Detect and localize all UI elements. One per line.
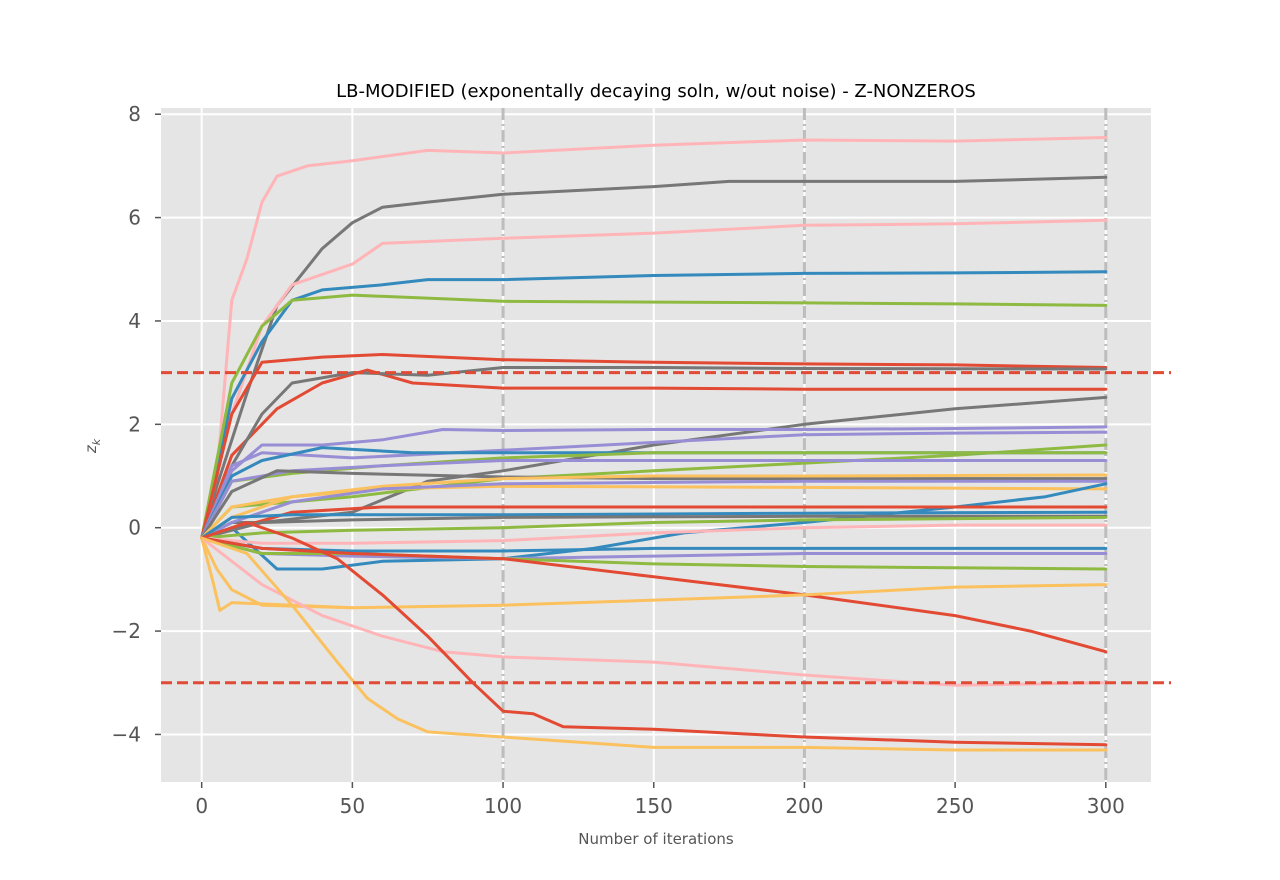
x-axis-ticks: 0 50 100 150 200 250 300 xyxy=(195,782,1125,818)
x-tick-label: 300 xyxy=(1087,794,1125,818)
x-tick-label: 150 xyxy=(635,794,673,818)
y-tick-label: −4 xyxy=(112,722,141,746)
series-line-16 xyxy=(200,469,1108,540)
series-line-11 xyxy=(200,430,1108,540)
y-tick-label: 4 xyxy=(128,309,141,333)
x-tick-label: 0 xyxy=(195,794,208,818)
y-axis-ticks: −4 −2 0 2 4 6 8 xyxy=(112,102,161,746)
x-tick-label: 250 xyxy=(936,794,974,818)
series-line-15 xyxy=(200,459,1108,540)
series-line-32 xyxy=(200,536,1108,687)
series-line-33 xyxy=(200,521,1108,747)
y-tick-label: 2 xyxy=(128,412,141,436)
series-line-4 xyxy=(200,270,1108,540)
y-tick-label: −2 xyxy=(112,619,141,643)
series-line-30 xyxy=(200,536,1108,610)
series-line-22 xyxy=(200,510,1108,540)
series-line-7 xyxy=(200,368,1108,540)
series-line-3 xyxy=(200,218,1108,540)
series-line-19 xyxy=(200,479,1108,540)
series-line-25 xyxy=(200,523,1108,545)
series-line-29 xyxy=(200,536,1108,654)
x-tick-label: 100 xyxy=(484,794,522,818)
y-tick-label: 8 xyxy=(128,102,141,126)
series-line-17 xyxy=(200,473,1108,540)
x-tick-label: 200 xyxy=(785,794,823,818)
series-line-34 xyxy=(200,536,1108,752)
y-axis-label: zk xyxy=(82,438,103,454)
y-tick-label: 0 xyxy=(128,516,141,540)
chart-title: LB-MODIFIED (exponentally decaying soln,… xyxy=(336,81,976,102)
x-tick-label: 50 xyxy=(340,794,365,818)
series-lines xyxy=(200,136,1108,752)
x-axis-label: Number of iterations xyxy=(578,830,734,848)
series-line-6 xyxy=(200,353,1108,540)
series-line-1 xyxy=(200,136,1108,540)
series-line-24 xyxy=(200,515,1108,540)
series-line-12 xyxy=(200,443,1108,540)
series-line-20 xyxy=(200,482,1108,571)
horizontal-threshold-lines xyxy=(161,371,1171,685)
y-tick-label: 6 xyxy=(128,206,141,230)
series-line-10 xyxy=(200,425,1108,540)
series-line-5 xyxy=(200,293,1108,540)
